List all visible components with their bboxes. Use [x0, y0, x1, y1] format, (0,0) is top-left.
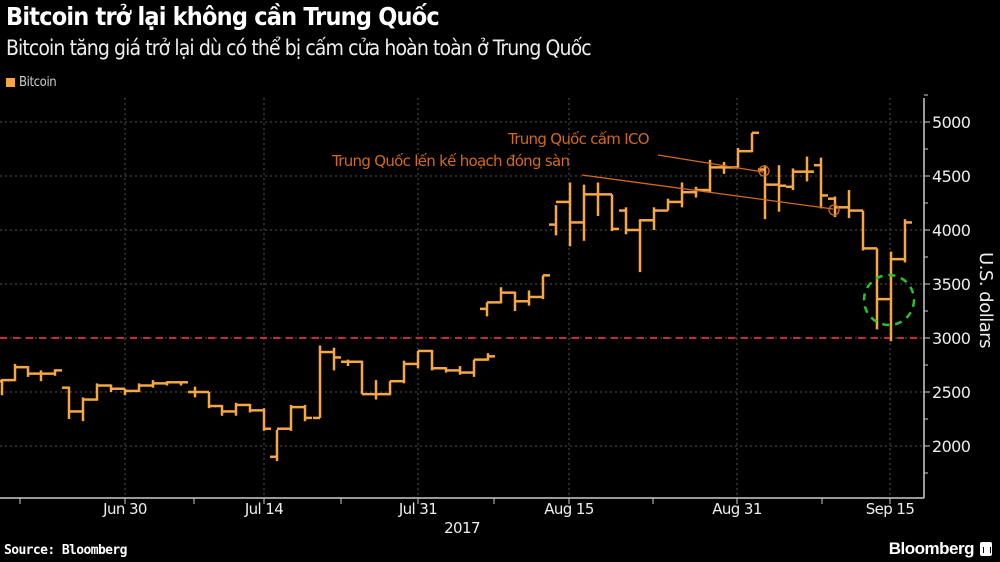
price-bar: [731, 147, 745, 169]
price-bar: [270, 427, 284, 462]
axes: 2000 2500 3000 3500 4000 4500 5000 Jun 30 Jul 14…: [0, 94, 996, 537]
price-bar: [229, 402, 243, 416]
x-tick-label: Aug 15: [544, 500, 594, 518]
price-bar: [21, 365, 35, 377]
price-bar: [745, 131, 759, 153]
price-bar: [508, 291, 522, 311]
price-bar: [453, 366, 467, 375]
y-tick-label: 4500: [932, 167, 971, 186]
legend: Bitcoin: [6, 75, 57, 90]
price-bar: [814, 157, 828, 209]
price-bar: [104, 384, 118, 392]
price-bar: [0, 378, 9, 396]
price-bar: [76, 397, 90, 422]
price-bar: [34, 370, 48, 382]
price-bar: [298, 404, 312, 422]
price-bar: [48, 369, 62, 376]
price-bar: [884, 251, 898, 342]
price-bar: [383, 379, 397, 396]
x-year-label: 2017: [444, 519, 480, 537]
y-tick-label: 5000: [932, 113, 971, 132]
price-bar: [467, 358, 481, 377]
x-tick-label: Aug 31: [712, 500, 762, 518]
price-bar: [772, 165, 786, 212]
price-bar: [717, 161, 731, 174]
price-bar: [577, 184, 591, 241]
price-bar: [689, 186, 703, 198]
price-bar: [188, 386, 202, 398]
price-bars: [0, 131, 912, 462]
price-bar: [647, 207, 661, 230]
price-bar: [605, 193, 619, 232]
price-bar: [563, 182, 577, 247]
price-bar: [898, 219, 912, 263]
price-bar: [215, 404, 229, 416]
price-bar: [313, 345, 327, 420]
price-bar: [160, 381, 174, 386]
price-bar: [327, 347, 341, 371]
y-tick-label: 4000: [932, 221, 971, 240]
y-tick-label: 3500: [932, 275, 971, 294]
x-tick-label: Jul 14: [244, 500, 283, 518]
x-tick-label: Jul 31: [398, 500, 437, 518]
price-bar: [62, 386, 76, 419]
annotations: Trung Quốc cấm ICO Trung Quốc lến kế hoạc…: [331, 130, 916, 327]
price-bar: [118, 387, 132, 396]
y-tick-label: 3000: [932, 329, 971, 348]
price-bar: [856, 209, 870, 251]
bloomberg-logo-icon: [980, 542, 992, 556]
price-bar: [522, 290, 536, 306]
price-bar: [174, 381, 188, 386]
price-bar: [132, 383, 146, 393]
price-bar: [355, 360, 369, 396]
price-bar: [842, 190, 856, 219]
annotation-exchange-closure: Trung Quốc lến kế hoạch đóng sàn: [331, 152, 569, 170]
x-tick-label: Sep 15: [866, 500, 915, 518]
x-tick-label: Jun 30: [102, 500, 147, 518]
price-bar: [633, 219, 647, 273]
bloomberg-brand: Bloomberg: [889, 539, 992, 559]
price-bar: [257, 408, 271, 431]
price-bar: [369, 380, 383, 400]
annotation-ico-ban: Trung Quốc cấm ICO: [507, 130, 649, 148]
price-bar: [439, 366, 453, 373]
price-bar: [494, 287, 508, 304]
price-bar: [480, 301, 494, 317]
price-bar: [425, 349, 439, 371]
price-bar: [786, 168, 800, 191]
y-axis-title: U.S. dollars: [975, 252, 996, 348]
price-bar: [146, 380, 160, 388]
price-bar: [703, 159, 717, 193]
y-tick-label: 2500: [932, 383, 971, 402]
price-bar: [549, 200, 563, 236]
price-bar: [411, 349, 425, 369]
y-tick-label: 2000: [932, 437, 971, 456]
price-bar: [536, 274, 550, 300]
chart-subtitle: Bitcoin tăng giá trở lại dù có thể bị cấ…: [6, 36, 592, 60]
price-bar: [675, 182, 689, 208]
price-bar: [397, 360, 411, 384]
price-bar: [341, 359, 355, 367]
price-bar: [90, 383, 104, 401]
brand-label: Bloomberg: [888, 539, 975, 558]
price-bar: [284, 404, 298, 431]
highlight-circle: [862, 273, 916, 327]
price-bar: [619, 207, 633, 235]
price-bar: [661, 198, 675, 212]
chart-title: Bitcoin trở lại không cần Trung Quốc: [6, 2, 440, 31]
price-bar: [8, 363, 22, 382]
price-bar: [800, 156, 814, 182]
legend-label: Bitcoin: [19, 75, 57, 90]
legend-swatch-icon: [6, 78, 15, 87]
price-bar: [870, 247, 884, 330]
price-bar: [591, 182, 605, 216]
price-bar: [481, 353, 495, 361]
source-note: Source: Bloomberg: [4, 543, 127, 558]
price-bar: [243, 403, 257, 413]
price-bar: [202, 390, 216, 409]
